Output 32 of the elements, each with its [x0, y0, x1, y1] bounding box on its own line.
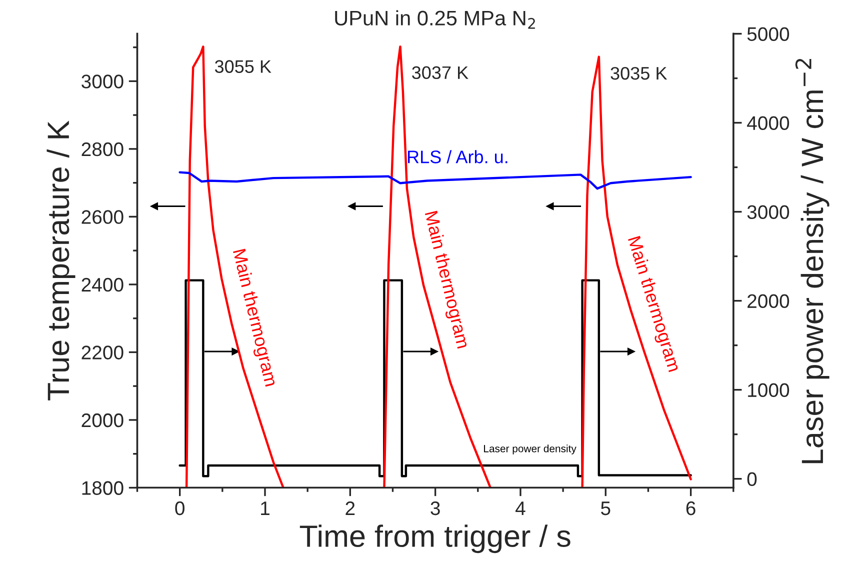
line-series	[185, 46, 284, 488]
y-tick-label: 1800	[82, 481, 124, 495]
y-tick-label: 2000	[82, 413, 124, 428]
y2-tick-label: 4000	[747, 116, 790, 130]
y2-tick-label: 1000	[748, 383, 790, 398]
y-tick-label: 2600	[82, 210, 124, 224]
y-tick-label: 2800	[82, 142, 124, 156]
x-tick-label: 2	[346, 501, 355, 515]
x-tick-label: 5	[601, 502, 610, 516]
series-label: RLS / Arb. u.	[408, 150, 508, 164]
chart-title: UPuN in 0.25 MPa N$_{2}$	[335, 10, 535, 29]
x-tick-label: 1	[261, 502, 270, 515]
annotation: 3037 K	[412, 66, 468, 80]
y-tick-label: 3000	[82, 74, 124, 88]
x-tick-label: 4	[516, 502, 526, 515]
x-tick-label: 3	[430, 501, 440, 516]
annotation: 3055 K	[214, 60, 272, 73]
y-axis-title: True temperature / K	[46, 120, 76, 400]
series-label: Laser power density	[484, 444, 576, 454]
line-series	[178, 171, 692, 190]
y2-tick-label: 0	[747, 472, 757, 486]
y2-tick-label: 2000	[748, 294, 790, 308]
y2-tick-label: 5000	[747, 27, 790, 41]
y2-axis-title: Laser power density / W cm$^{−2}$	[795, 58, 830, 464]
x-tick-label: 6	[686, 501, 696, 516]
x-tick-label: 0	[175, 501, 184, 516]
line-series	[581, 56, 692, 488]
y-tick-label: 2200	[82, 346, 124, 360]
y-tick-label: 2400	[82, 278, 124, 292]
x-axis-title: Time from trigger / s	[300, 524, 570, 554]
y2-tick-label: 3000	[747, 205, 790, 220]
annotation: 3035 K	[610, 66, 668, 80]
